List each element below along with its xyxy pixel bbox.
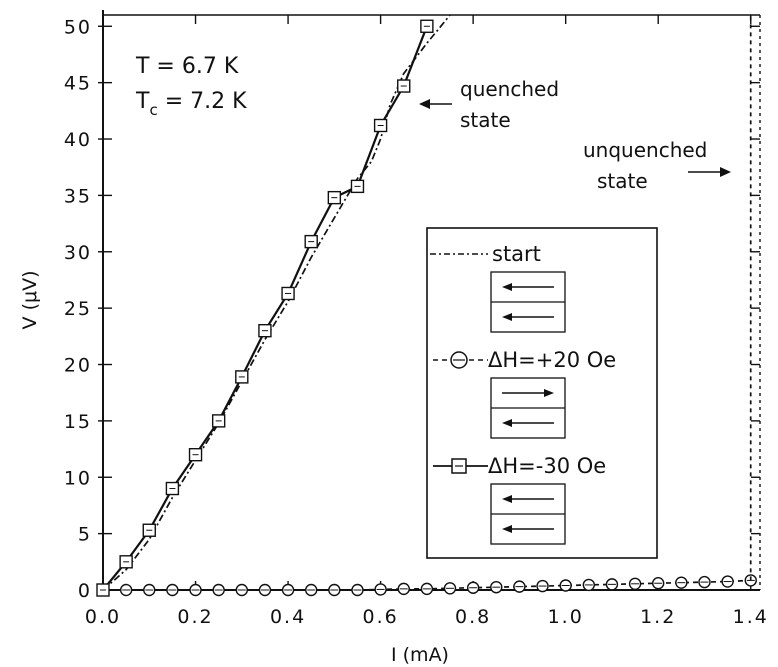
x-tick-label: 0.4 xyxy=(270,606,306,628)
x-axis-label: I (mA) xyxy=(391,644,449,666)
magnetization-diagram-plus20 xyxy=(490,377,566,439)
tc-subscript: c xyxy=(149,101,157,119)
y-tick-label: 0 xyxy=(78,580,92,602)
y-tick-label: 10 xyxy=(64,467,92,489)
tc-value: = 7.2 K xyxy=(158,89,247,114)
x-ticks: 0.0 0.2 0.4 0.6 0.8 1.0 1.2 1.4 xyxy=(85,15,769,628)
left-arrow-icon xyxy=(502,495,512,503)
y-tick-label: 30 xyxy=(64,242,92,264)
quenched-label-line2: state xyxy=(460,108,511,132)
legend-label-minus30: ΔH=-30 Oe xyxy=(488,454,606,478)
y-tick-label: 5 xyxy=(78,524,92,546)
unquenched-label-line1: unquenched xyxy=(583,138,707,162)
left-arrow-icon xyxy=(502,283,512,291)
y-axis-label: V (μV) xyxy=(19,271,41,330)
right-arrow-icon xyxy=(544,389,554,397)
legend-label-plus20: ΔH=+20 Oe xyxy=(488,348,616,372)
x-tick-label: 0.8 xyxy=(455,606,491,628)
magnetization-diagram-start xyxy=(490,271,566,333)
y-tick-label: 15 xyxy=(64,411,92,433)
legend-label-start: start xyxy=(492,242,541,266)
unquenched-arrow xyxy=(688,167,731,177)
x-tick-label: 1.2 xyxy=(640,606,676,628)
y-tick-label: 25 xyxy=(64,298,92,320)
y-tick-label: 45 xyxy=(64,73,92,95)
legend: start ΔH=+20 Oe ΔH=-30 Oe xyxy=(426,227,658,559)
temperature-label: T = 6.7 K xyxy=(135,54,239,79)
annotations: T = 6.7 K Tc = 7.2 K quenched state unqu… xyxy=(135,54,731,193)
x-tick-label: 0.2 xyxy=(177,606,213,628)
left-arrow-icon xyxy=(502,313,512,321)
left-arrow-icon xyxy=(502,419,512,427)
x-tick-label: 0.0 xyxy=(85,606,121,628)
magnetization-diagram-minus30 xyxy=(490,483,566,545)
left-arrow-icon xyxy=(502,525,512,533)
series-layer xyxy=(96,14,757,597)
y-tick-label: 20 xyxy=(64,355,92,377)
tc-prefix: T xyxy=(135,89,150,114)
quenched-arrow xyxy=(419,99,452,109)
series-line-0 xyxy=(102,14,451,591)
x-tick-label: 1.0 xyxy=(548,606,584,628)
critical-temperature-label: Tc = 7.2 K xyxy=(135,89,247,119)
unquenched-label-line2: state xyxy=(597,169,648,193)
y-tick-label: 40 xyxy=(64,129,92,151)
y-tick-label: 50 xyxy=(64,16,92,38)
y-ticks: 0 5 10 15 20 25 30 35 40 45 50 xyxy=(64,16,760,602)
y-tick-label: 35 xyxy=(64,185,92,207)
x-tick-label: 1.4 xyxy=(733,606,769,628)
quenched-label-line1: quenched xyxy=(460,77,559,101)
x-tick-label: 0.6 xyxy=(362,606,398,628)
